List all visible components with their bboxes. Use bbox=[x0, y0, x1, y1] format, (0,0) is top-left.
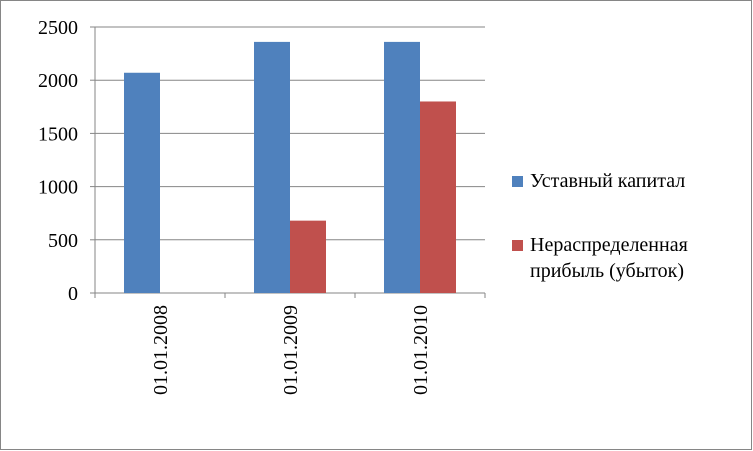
y-tick-label: 1000 bbox=[38, 177, 78, 199]
legend-label: Нераспределенная прибыль (убыток) bbox=[530, 234, 688, 282]
y-tick-label: 500 bbox=[48, 230, 78, 252]
legend-item: Нераспределенная прибыль (убыток) bbox=[512, 232, 747, 284]
y-tick-label: 2500 bbox=[38, 17, 78, 39]
bar bbox=[254, 41, 290, 294]
bar bbox=[290, 220, 326, 293]
x-tick-label: 01.01.2010 bbox=[410, 305, 432, 395]
x-tick-label: 01.01.2008 bbox=[150, 305, 172, 395]
x-tick-label: 01.01.2009 bbox=[280, 305, 302, 395]
y-tick-label: 2000 bbox=[38, 70, 78, 92]
legend-label: Уставный капитал bbox=[530, 170, 686, 192]
bar bbox=[420, 101, 456, 293]
legend: Уставный капитал Нераспределенная прибыль… bbox=[512, 168, 747, 322]
legend-swatch bbox=[512, 176, 523, 187]
legend-swatch bbox=[512, 240, 523, 251]
bar bbox=[124, 72, 160, 293]
bar bbox=[384, 41, 420, 294]
legend-item: Уставный капитал bbox=[512, 168, 747, 194]
y-tick-label: 0 bbox=[68, 283, 78, 305]
y-tick-label: 1500 bbox=[38, 123, 78, 145]
